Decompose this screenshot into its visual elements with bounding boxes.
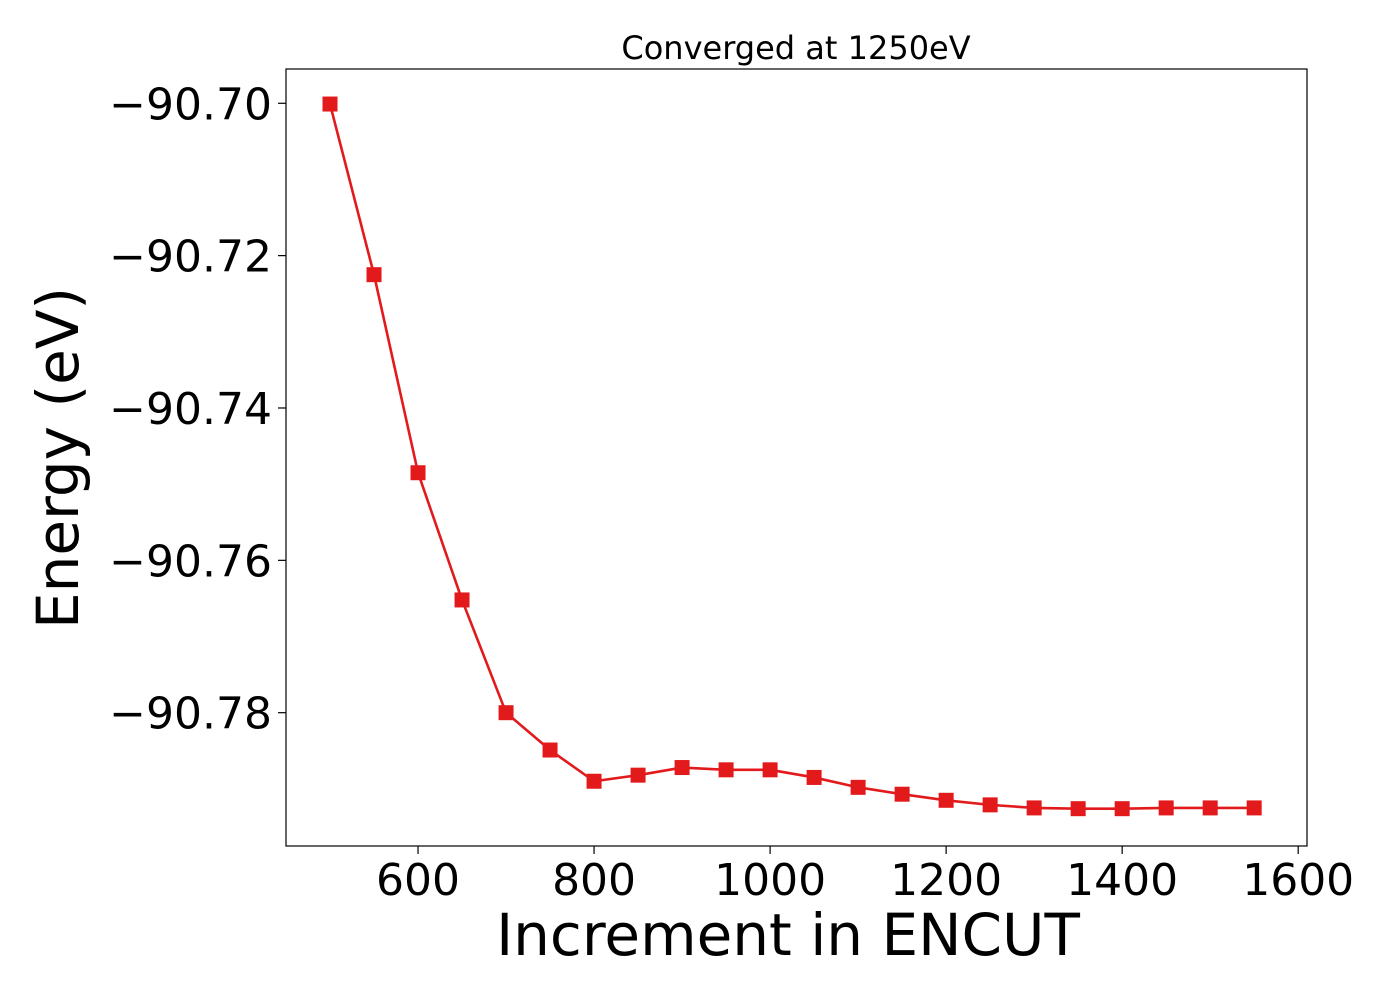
y-tick-label: −90.78 [109, 689, 272, 740]
y-tick-label: −90.74 [109, 384, 272, 435]
x-tick-label: 1400 [1066, 855, 1178, 906]
data-point-marker [410, 465, 426, 481]
data-point-marker [982, 797, 998, 813]
y-axis: −90.70 −90.72 −90.74 −90.76 −90.78 [109, 79, 286, 740]
data-point-marker [498, 705, 514, 721]
data-point-marker [322, 96, 338, 112]
data-point-marker [762, 762, 778, 778]
plot-frame [285, 68, 1308, 847]
x-axis: 600 800 1000 1200 1400 1600 [376, 846, 1354, 906]
x-tick-label: 1000 [714, 855, 826, 906]
data-point-marker [1202, 800, 1218, 816]
data-point-marker [630, 767, 646, 783]
x-tick-label: 800 [552, 855, 636, 906]
x-tick-label: 1200 [890, 855, 1002, 906]
data-point-marker [1070, 801, 1086, 817]
data-point-marker [894, 786, 910, 802]
x-axis-label: Increment in ENCUT [496, 901, 1080, 969]
x-tick-label: 1600 [1242, 855, 1354, 906]
data-point-marker [1246, 800, 1262, 816]
chart-title: Converged at 1250eV [621, 29, 970, 67]
data-point-marker [454, 592, 470, 608]
data-point-marker [850, 779, 866, 795]
data-point-marker [1158, 800, 1174, 816]
data-point-marker [542, 742, 558, 758]
data-point-marker [674, 760, 690, 776]
y-tick-label: −90.72 [109, 232, 272, 283]
data-point-marker [586, 773, 602, 789]
x-tick-label: 600 [376, 855, 460, 906]
y-axis-label: Energy (eV) [24, 287, 92, 629]
series-layer [322, 96, 1262, 817]
y-tick-label: −90.70 [109, 79, 272, 130]
y-tick-label: −90.76 [109, 536, 272, 587]
plot-area [286, 69, 1307, 846]
data-point-marker [1026, 800, 1042, 816]
data-point-marker [938, 792, 954, 808]
data-point-marker [718, 762, 734, 778]
data-point-marker [1114, 801, 1130, 817]
data-point-marker [806, 769, 822, 785]
series-line [328, 103, 1255, 810]
data-point-marker [366, 267, 382, 283]
